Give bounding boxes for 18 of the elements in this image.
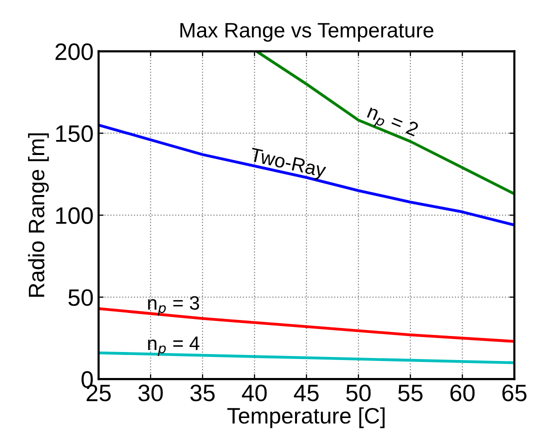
- chart-title: Max Range vs Temperature: [180, 23, 434, 42]
- y-axis-title: Radio Range [m]: [28, 133, 49, 297]
- text: Two-Ray: [248, 148, 327, 182]
- x-tick-label: 65: [502, 384, 526, 402]
- y-tick-label: 200: [56, 43, 93, 60]
- x-tick-label: 35: [190, 384, 215, 402]
- series-label: n$_{p}$ = 3: [148, 296, 200, 316]
- text: n$_{p}$ = 2: [364, 104, 420, 142]
- x-tick-label: 30: [138, 384, 163, 402]
- x-tick-label: 55: [398, 384, 423, 402]
- y-tick-label: 100: [56, 207, 93, 224]
- x-tick-label: 45: [294, 384, 319, 402]
- x-tick-label: 60: [450, 384, 475, 402]
- x-tick-label: 40: [242, 384, 267, 402]
- x-tick-label: 50: [346, 384, 371, 402]
- x-axis-title: Temperature [C]: [227, 407, 385, 428]
- y-tick-label: 50: [68, 289, 93, 306]
- y-tick-label: 150: [56, 125, 93, 142]
